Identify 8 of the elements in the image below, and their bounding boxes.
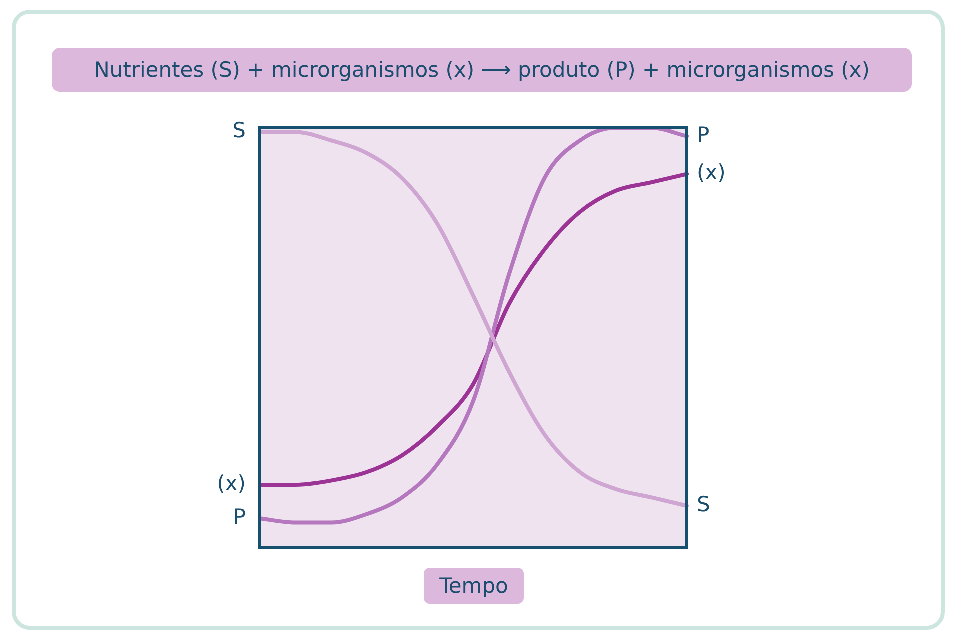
series-label: P xyxy=(697,122,710,147)
series-label: S xyxy=(697,492,710,516)
text: S xyxy=(232,118,246,143)
series-label: (x) xyxy=(697,160,726,185)
text: P xyxy=(233,505,246,530)
chart-title: Nutrientes (S) + microrganismos (x) ⟶ produto (P) + microrganismos (x) xyxy=(52,48,912,92)
x-axis-title: Tempo xyxy=(424,568,524,604)
text: (x) xyxy=(217,471,246,496)
